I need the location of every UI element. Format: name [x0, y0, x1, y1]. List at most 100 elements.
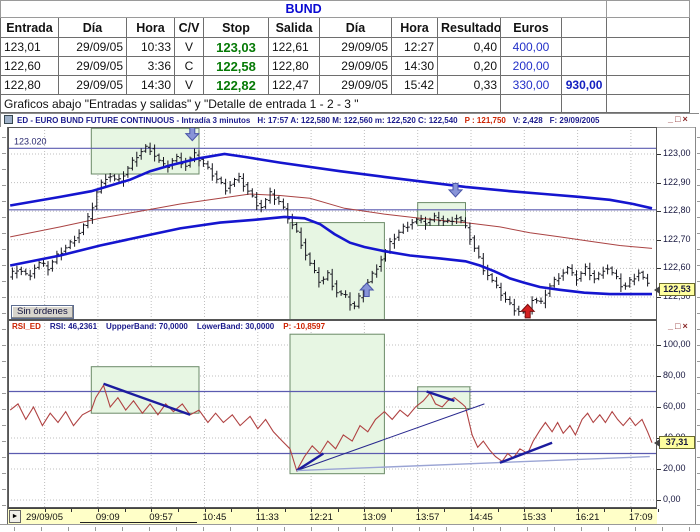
time-axis-label[interactable]: 11:33 [255, 512, 279, 523]
trendline[interactable] [296, 403, 485, 472]
time-axis-label[interactable]: 16:21 [575, 512, 600, 523]
time-axis-label[interactable]: 14:45 [469, 512, 493, 523]
trade-cell[interactable]: 29/09/05 [58, 75, 127, 95]
trade-cell[interactable]: 930,00 [560, 75, 608, 95]
sheet-cell[interactable] [500, 94, 562, 113]
trade-cell[interactable]: 200,00 [500, 56, 562, 76]
trade-cell[interactable]: 122,47 [268, 75, 320, 95]
trade-cell[interactable]: 14:30 [391, 56, 438, 76]
column-header[interactable]: C/V [174, 17, 204, 38]
trade-cell[interactable]: 15:42 [391, 75, 438, 95]
time-tick [177, 509, 179, 512]
price-chart[interactable]: 123.020 [8, 127, 657, 320]
sheet-cell[interactable] [560, 94, 608, 113]
signal-box [289, 333, 385, 475]
column-header[interactable]: Salida [268, 17, 320, 38]
trade-cell[interactable]: 29/09/05 [319, 37, 392, 57]
price-axis: 123,00 122,90 122,80 122,70 122,60 122,50 [657, 127, 695, 320]
time-axis-label[interactable]: 12:21 [309, 512, 333, 523]
time-axis-label[interactable]: 17:09 [628, 512, 653, 523]
rsi-value-box: 37,31 [654, 436, 695, 449]
time-axis-label[interactable]: 10:45 [202, 512, 227, 523]
time-axis-label[interactable]: 09:09 [95, 512, 120, 523]
trade-cell[interactable]: 3:36 [126, 56, 175, 76]
time-axis-label[interactable]: 13:09 [362, 512, 387, 523]
sheet-cell[interactable] [606, 94, 691, 113]
trendline[interactable] [426, 390, 455, 402]
time-axis-label[interactable]: 15:33 [522, 512, 547, 523]
scroll-right-button[interactable]: ► [9, 510, 21, 523]
trade-cell[interactable]: 29/09/05 [58, 37, 127, 57]
trade-cell[interactable] [606, 37, 691, 57]
trade-cell[interactable]: 122,60 [0, 56, 59, 76]
column-header[interactable]: Hora [126, 17, 175, 38]
last-price-box: 122,53 [654, 283, 695, 296]
column-header[interactable]: Stop [203, 17, 269, 38]
trade-cell[interactable]: C [174, 56, 204, 76]
price-box-pointer-icon [654, 286, 660, 294]
column-header[interactable]: Hora [391, 17, 438, 38]
column-header[interactable]: Euros [500, 17, 562, 38]
trade-cell[interactable]: 330,00 [500, 75, 562, 95]
rsi-chart[interactable] [8, 320, 657, 508]
chart-titlebar[interactable]: ED - EURO BUND FUTURE CONTINUOUS - Intra… [1, 114, 699, 128]
right-ruler [695, 127, 700, 524]
trade-cell[interactable]: 123,01 [0, 37, 59, 57]
trendline[interactable] [296, 452, 325, 472]
trade-cell[interactable] [606, 75, 691, 95]
trendline[interactable] [296, 455, 650, 472]
no-orders-button[interactable]: Sin órdenes [11, 305, 74, 319]
trade-cell[interactable] [560, 37, 608, 57]
time-tick [284, 509, 286, 512]
trade-cell[interactable]: 122,82 [203, 75, 269, 95]
close-icon[interactable]: × [682, 321, 690, 331]
trade-cell[interactable] [606, 56, 691, 76]
trade-cell[interactable]: 0,33 [437, 75, 501, 95]
price-axis-label: 122,50 [663, 291, 691, 301]
trade-cell[interactable]: 29/09/05 [58, 56, 127, 76]
rsi-header-segment: UppperBand: 70,0000 [106, 322, 188, 331]
maximize-icon[interactable]: □ [675, 321, 683, 331]
column-header[interactable]: Día [58, 17, 127, 38]
close-icon[interactable]: × [682, 114, 690, 124]
chart-title: ED - EURO BUND FUTURE CONTINUOUS - Intra… [17, 116, 606, 125]
trade-cell[interactable]: 0,20 [437, 56, 501, 76]
trade-cell[interactable]: V [174, 37, 204, 57]
trade-cell[interactable]: 122,61 [268, 37, 320, 57]
trade-cell[interactable]: 12:27 [391, 37, 438, 57]
rsi-header-segment: RSI: 46,2361 [49, 322, 98, 331]
trade-cell[interactable]: 29/09/05 [319, 75, 392, 95]
column-header[interactable] [606, 17, 691, 38]
time-tick [577, 509, 579, 512]
time-tick [124, 509, 126, 512]
trade-cell[interactable]: 122,80 [268, 56, 320, 76]
trendline[interactable] [499, 441, 553, 464]
time-tick [44, 509, 46, 512]
rsi-window-controls: _□× [668, 322, 690, 331]
column-header[interactable]: Resultado [437, 17, 501, 38]
trade-cell[interactable]: 123,03 [203, 37, 269, 57]
sheet-cell[interactable] [606, 0, 691, 18]
trade-cell[interactable]: 29/09/05 [319, 56, 392, 76]
trade-cell[interactable]: 122,80 [0, 75, 59, 95]
time-axis-label[interactable]: 09:57 [149, 512, 173, 523]
column-header[interactable]: Entrada [0, 17, 59, 38]
time-axis-label[interactable]: 13:57 [415, 512, 440, 523]
time-tick [630, 509, 632, 512]
sheet-note: Graficos abajo "Entradas y salidas" y "D… [0, 94, 501, 113]
minimize-icon[interactable]: _ [668, 321, 676, 331]
trendline[interactable] [103, 382, 191, 416]
trade-cell[interactable]: 14:30 [126, 75, 175, 95]
trade-cell[interactable]: 10:33 [126, 37, 175, 57]
trade-cell[interactable]: V [174, 75, 204, 95]
maximize-icon[interactable]: □ [675, 114, 683, 124]
trade-cell[interactable]: 400,00 [500, 37, 562, 57]
column-header[interactable] [560, 17, 608, 38]
trade-cell[interactable]: 122,58 [203, 56, 269, 76]
minimize-icon[interactable]: _ [668, 114, 676, 124]
column-header[interactable]: Día [319, 17, 392, 38]
time-axis-date: 29/09/05 [26, 512, 63, 523]
trade-cell[interactable] [560, 56, 608, 76]
rsi-axis-label: 20,00 [663, 463, 686, 473]
trade-cell[interactable]: 0,40 [437, 37, 501, 57]
